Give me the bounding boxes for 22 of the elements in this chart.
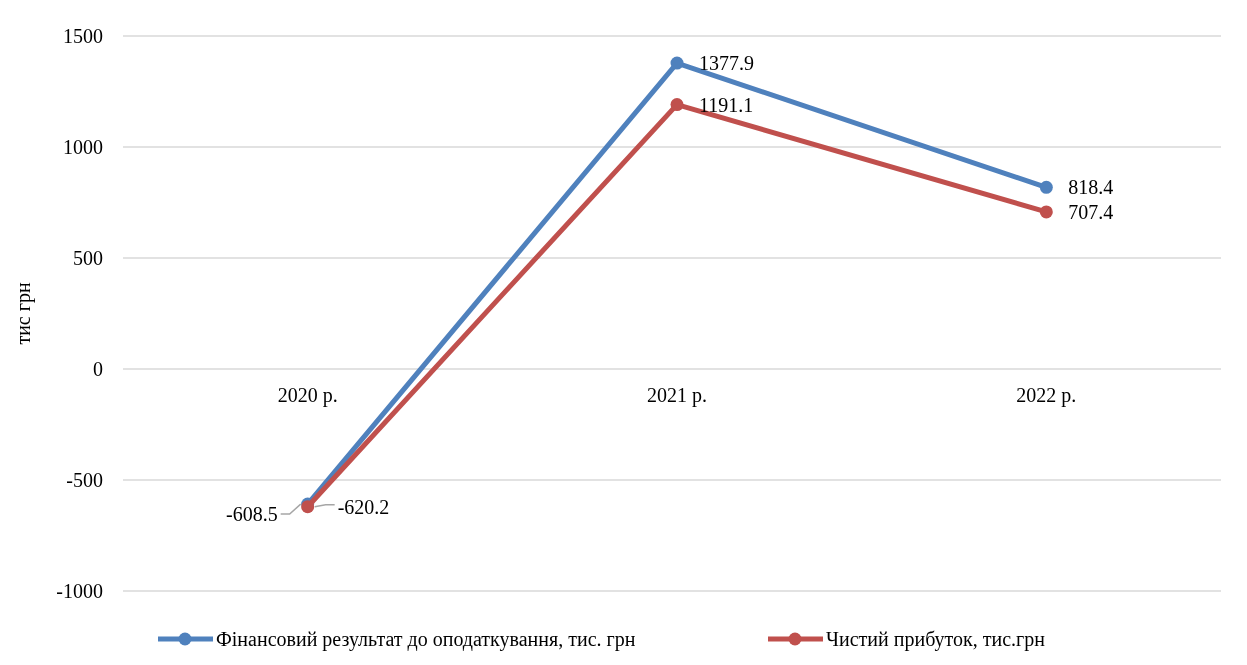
y-tick-label: -500 [66, 469, 103, 491]
x-tick-label: 2021 р. [647, 384, 707, 407]
point [1039, 205, 1053, 219]
x-tick-label: 2022 р. [1016, 384, 1077, 407]
legend-label: Фінансовий результат до оподаткування, тис. грн [216, 628, 636, 651]
y-tick-label: 1500 [63, 25, 103, 47]
data-label: 1191.1 [699, 93, 754, 116]
data-label: -608.5 [225, 503, 278, 526]
x-tick-label: 2020 р. [277, 384, 338, 407]
point [670, 98, 684, 112]
data-label: -620.2 [337, 495, 390, 518]
y-tick-label: 1000 [63, 136, 103, 158]
data-label: 1377.9 [699, 52, 754, 75]
point [670, 56, 684, 70]
y-tick-label: -1000 [56, 580, 103, 602]
y-axis-title: тис грн [12, 282, 35, 345]
y-tick-label: 500 [73, 247, 103, 269]
data-label: 707.4 [1068, 200, 1114, 223]
data-label: 818.4 [1068, 176, 1114, 199]
legend-label: Чистий прибуток, тис.грн [826, 628, 1046, 651]
point [1039, 180, 1053, 194]
y-tick-label: 0 [93, 358, 103, 380]
